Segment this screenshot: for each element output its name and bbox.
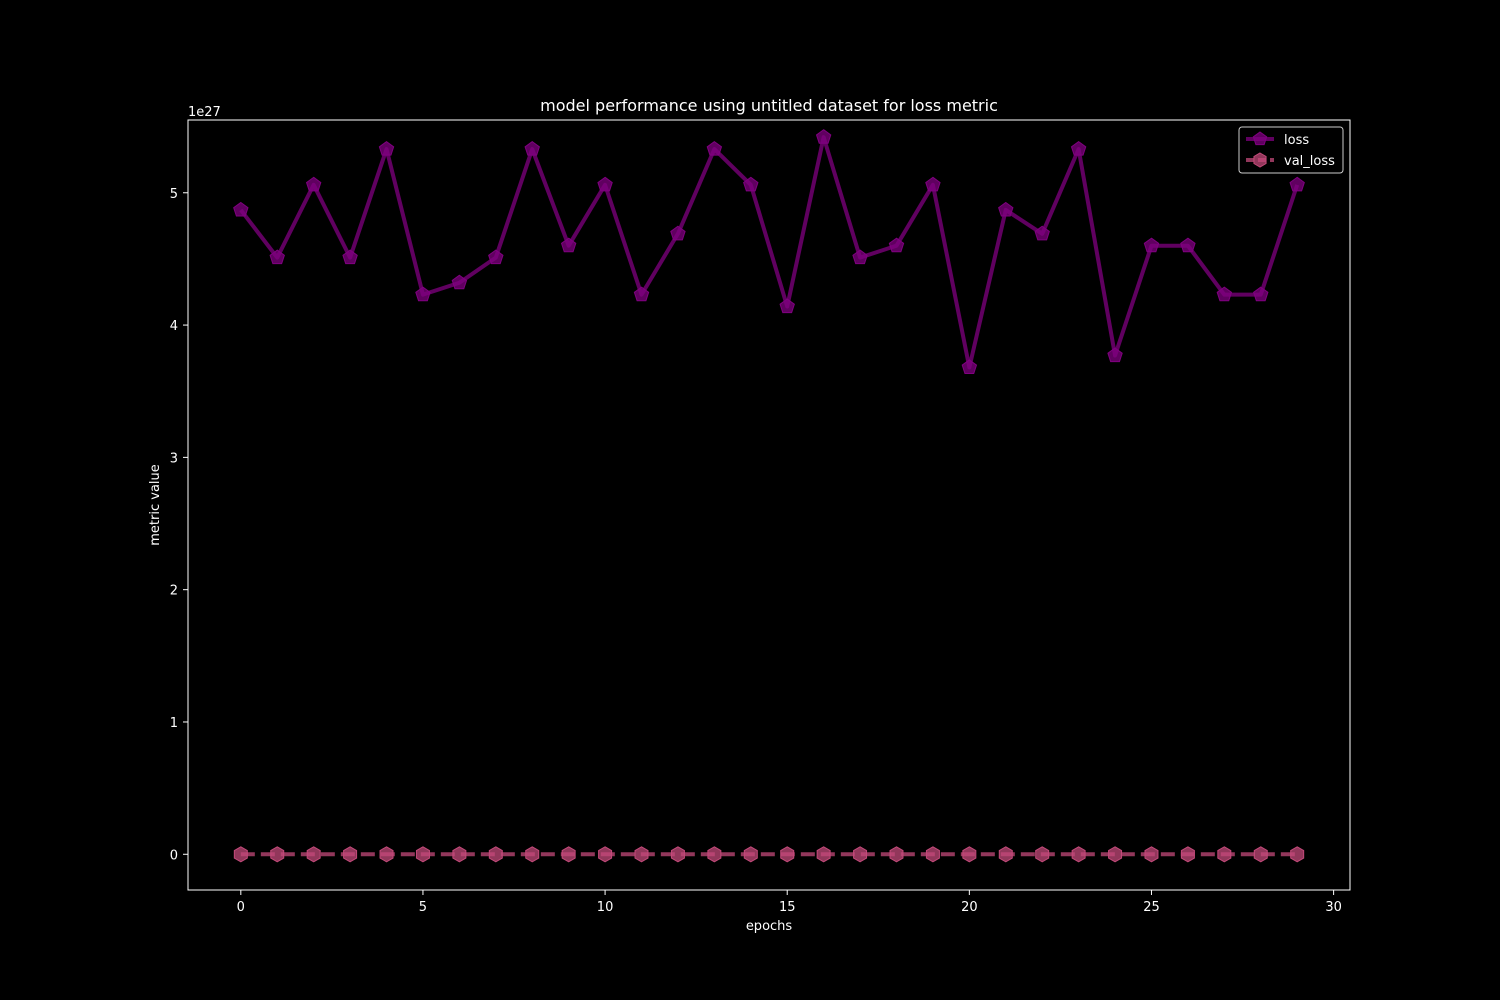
- legend-marker-loss: [1252, 131, 1268, 146]
- x-axis: 0 5 10 15 20 25 30: [237, 890, 1342, 915]
- y-offset-label: 1e27: [188, 105, 221, 120]
- data-point-val_loss: [853, 846, 868, 863]
- data-point-loss: [233, 201, 249, 217]
- data-point-loss: [998, 201, 1014, 217]
- data-point-val_loss: [780, 846, 795, 863]
- data-point-val_loss: [925, 846, 940, 863]
- data-point-loss: [888, 237, 905, 253]
- x-tick-label: 25: [1143, 900, 1160, 915]
- data-point-loss: [415, 286, 431, 302]
- data-point-val_loss: [1108, 846, 1123, 863]
- y-axis: 0 1 2 3 4 5: [170, 187, 188, 863]
- data-point-loss: [1253, 286, 1269, 302]
- data-point-val_loss: [1180, 846, 1195, 863]
- x-tick-label: 5: [419, 900, 427, 915]
- x-tick-label: 10: [597, 900, 614, 915]
- data-point-val_loss: [598, 846, 613, 863]
- data-point-val_loss: [561, 846, 576, 863]
- data-point-loss: [451, 274, 468, 290]
- data-point-val_loss: [233, 846, 248, 863]
- x-tick-label: 0: [237, 900, 245, 915]
- data-point-loss: [1034, 225, 1050, 241]
- legend-label-loss: loss: [1284, 133, 1309, 148]
- data-point-val_loss: [1144, 846, 1159, 863]
- data-point-loss: [1070, 140, 1087, 156]
- y-tick-label: 5: [170, 187, 178, 202]
- y-tick-label: 3: [170, 451, 178, 466]
- y-tick-label: 2: [170, 584, 178, 599]
- data-point-loss: [1107, 347, 1123, 363]
- chart-title: model performance using untitled dataset…: [540, 96, 998, 115]
- data-point-loss: [342, 249, 358, 265]
- data-point-val_loss: [889, 846, 904, 863]
- data-point-loss: [269, 249, 285, 265]
- data-point-val_loss: [306, 846, 321, 863]
- data-point-val_loss: [525, 846, 540, 863]
- y-tick-label: 0: [170, 848, 178, 863]
- data-point-loss: [560, 237, 577, 253]
- data-point-loss: [633, 286, 650, 302]
- data-point-loss: [852, 249, 868, 265]
- x-axis-label: epochs: [746, 919, 793, 934]
- legend: loss val_loss: [1238, 126, 1344, 174]
- data-point-val_loss: [962, 846, 977, 863]
- data-point-val_loss: [816, 846, 831, 863]
- data-point-loss: [488, 249, 504, 265]
- series-val_loss: [233, 846, 1305, 863]
- x-tick-label: 30: [1325, 900, 1342, 915]
- data-point-val_loss: [270, 846, 285, 863]
- data-point-loss: [706, 140, 723, 156]
- data-point-loss: [670, 225, 686, 241]
- x-tick-label: 15: [779, 900, 796, 915]
- data-point-val_loss: [707, 846, 722, 863]
- data-point-val_loss: [488, 846, 503, 863]
- data-point-loss: [1143, 237, 1160, 253]
- data-point-loss: [1180, 237, 1196, 253]
- legend-label-val_loss: val_loss: [1284, 154, 1335, 169]
- data-point-val_loss: [634, 846, 649, 863]
- y-tick-label: 1: [170, 716, 178, 731]
- data-point-loss: [378, 140, 395, 156]
- data-point-loss: [1289, 176, 1305, 192]
- series-line-loss: [239, 135, 1300, 370]
- data-point-loss: [524, 140, 540, 156]
- data-point-val_loss: [1035, 846, 1050, 863]
- data-point-loss: [597, 176, 613, 192]
- data-point-loss: [743, 176, 759, 192]
- data-point-val_loss: [343, 846, 358, 863]
- data-point-loss: [961, 359, 978, 374]
- data-point-val_loss: [1290, 846, 1305, 863]
- data-point-loss: [815, 129, 832, 144]
- data-point-loss: [779, 298, 795, 314]
- series-layer: [233, 129, 1305, 863]
- y-tick-label: 4: [170, 319, 178, 334]
- data-point-val_loss: [1253, 846, 1268, 863]
- data-point-val_loss: [743, 846, 758, 863]
- data-point-val_loss: [379, 846, 394, 863]
- data-point-val_loss: [415, 846, 430, 863]
- plot-frame: [187, 119, 1351, 891]
- series-loss: [233, 129, 1305, 374]
- data-point-val_loss: [452, 846, 467, 863]
- x-tick-label: 20: [961, 900, 978, 915]
- y-axis-label: metric value: [148, 464, 163, 546]
- data-point-val_loss: [1217, 846, 1232, 863]
- data-point-val_loss: [998, 846, 1013, 863]
- data-point-loss: [925, 176, 941, 192]
- data-point-loss: [1216, 286, 1233, 302]
- data-point-loss: [305, 176, 322, 192]
- data-point-val_loss: [1071, 846, 1086, 863]
- legend-marker-val_loss: [1253, 152, 1267, 168]
- data-point-val_loss: [670, 846, 685, 863]
